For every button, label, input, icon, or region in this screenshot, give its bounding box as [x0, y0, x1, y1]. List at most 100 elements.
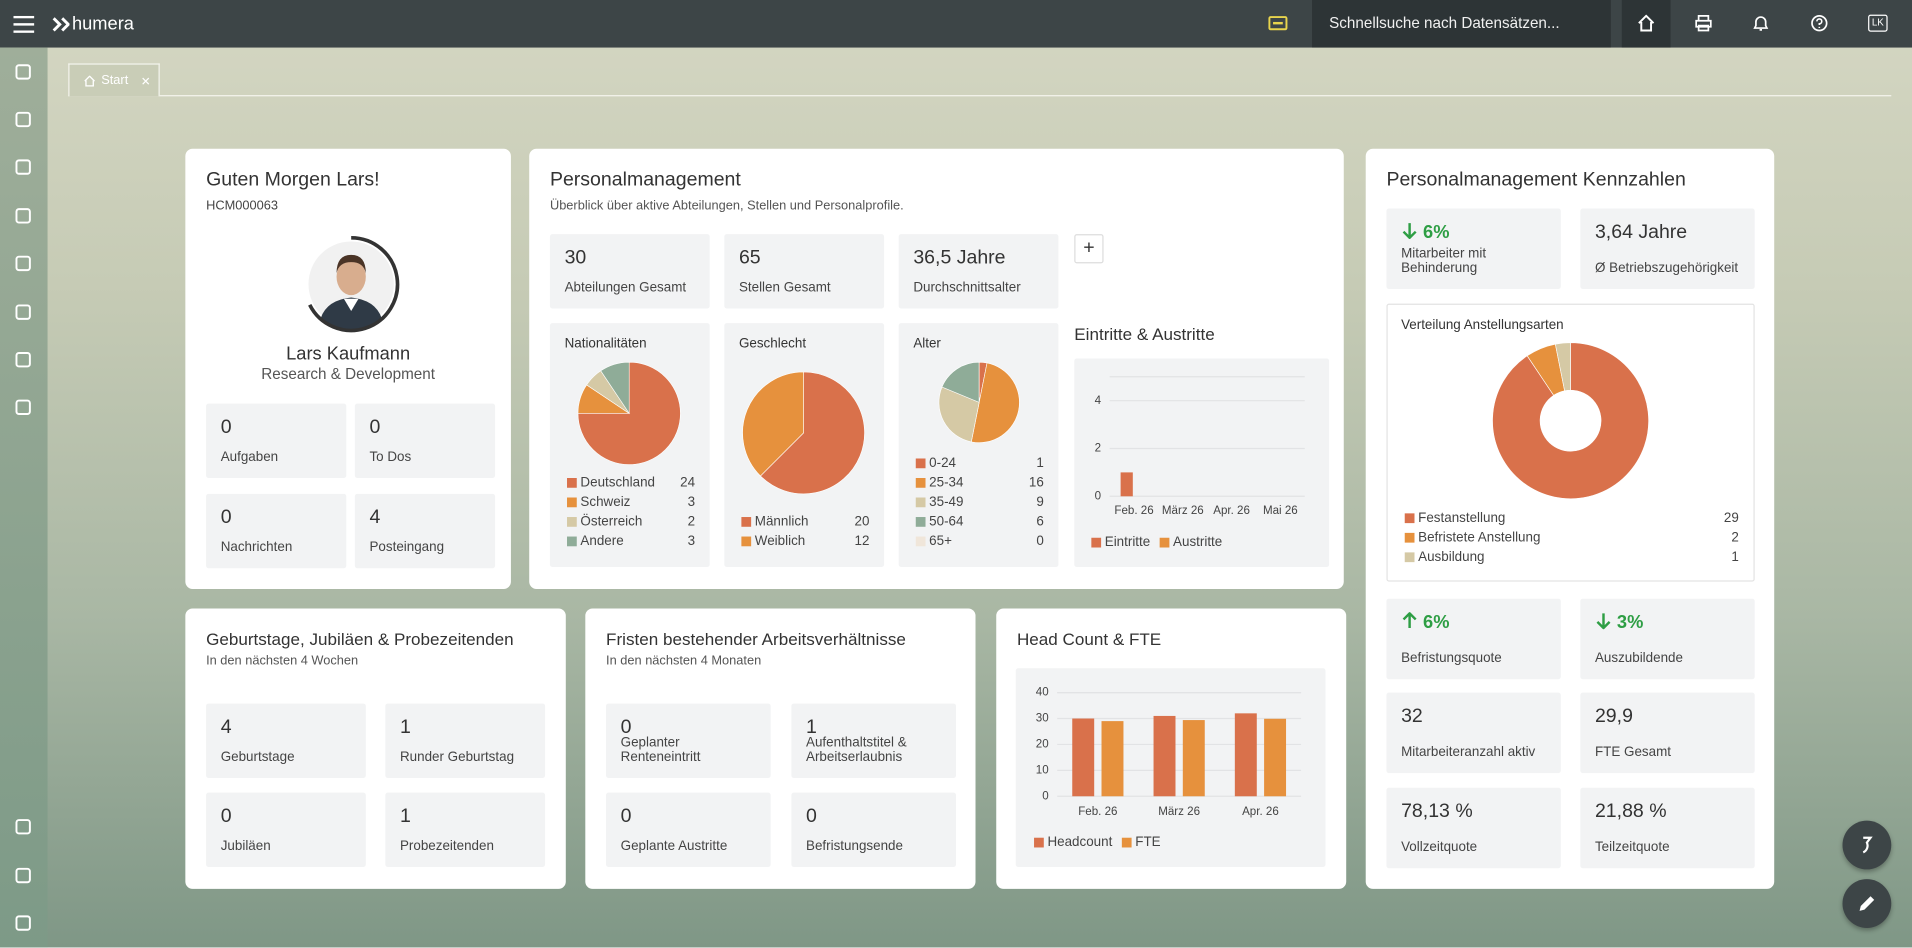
y-tick-label: 10: [1036, 764, 1049, 776]
home-button[interactable]: [1621, 0, 1671, 48]
help-icon[interactable]: [1811, 14, 1828, 32]
brand[interactable]: humera: [71, 13, 134, 35]
tile-value-text: 6%: [1423, 612, 1450, 633]
sidebar-icon[interactable]: [15, 818, 32, 835]
license-icon[interactable]: [1268, 16, 1288, 31]
card-subtitle: In den nächsten 4 Monaten: [606, 653, 762, 669]
tile-value: 4: [369, 507, 381, 528]
legend-swatch: [741, 517, 752, 527]
tile-value: 21,88 %: [1594, 801, 1667, 822]
tab-close[interactable]: [141, 77, 150, 86]
tile-value: 6%: [1401, 611, 1449, 635]
tile-label: Aufenthaltstitel & Arbeitserlaubnis: [806, 735, 907, 765]
bell-icon[interactable]: [1752, 15, 1769, 32]
tile: 0 Aufgaben: [206, 403, 347, 479]
sidebar-icon-shape: [15, 819, 31, 835]
y-tick-label: 4: [1095, 395, 1102, 407]
tile: 30 Abteilungen Gesamt: [549, 234, 710, 309]
menu-line: [13, 23, 35, 26]
card-title: Geburtstage, Jubiläen & Probezeitenden: [206, 629, 514, 649]
tile-label: Posteingang: [369, 540, 445, 555]
tile: 0 Befristungsende: [791, 792, 957, 867]
pie-slice: [1492, 342, 1649, 499]
legend-label: Festanstellung: [1418, 510, 1506, 526]
headcount-card: Head Count & FTE 0 10 20 30 40 Feb. 26 März 26 A…: [996, 608, 1347, 889]
tile-label: Auszubildende: [1594, 651, 1683, 666]
legend-value: 24: [680, 475, 696, 491]
tile-value: 0: [220, 806, 232, 827]
add-button[interactable]: +: [1074, 234, 1104, 264]
chart-title: Nationalitäten: [564, 336, 647, 352]
bar: [1101, 721, 1124, 797]
tile: 21,88 % Teilzeitquote: [1580, 787, 1755, 869]
card-subtitle: In den nächsten 4 Wochen: [206, 653, 359, 669]
pie-slice: [577, 361, 681, 465]
employee-name: Lars Kaufmann: [286, 343, 411, 365]
kpi-card: Personalmanagement Kennzahlen 6% Mitarbeit…: [1365, 148, 1775, 889]
sidebar-icon-shape: [15, 159, 31, 175]
chart-box: Verteilung Anstellungsarten Festanstellun…: [1386, 303, 1755, 582]
sidebar-icon[interactable]: [15, 399, 32, 416]
card-title: Personalmanagement: [549, 169, 741, 191]
tile-value: 3%: [1595, 611, 1643, 635]
edit-button[interactable]: [1842, 879, 1892, 928]
sidebar-icon-shape: [15, 304, 31, 320]
tile-value: 30: [564, 247, 587, 269]
fab-button[interactable]: [1842, 820, 1892, 870]
tile-value: 65: [738, 247, 761, 269]
tab[interactable]: Start: [68, 63, 160, 97]
tile-label: Stellen Gesamt: [738, 280, 831, 296]
sidebar-icon[interactable]: [15, 304, 32, 321]
user-avatar[interactable]: LK: [1868, 14, 1888, 32]
tile-value: 6%: [1401, 221, 1449, 245]
legend-label: Schweiz: [580, 495, 631, 510]
sidebar-icon[interactable]: [15, 207, 32, 224]
pie-slice: [742, 371, 804, 477]
employee-id: HCM000063: [206, 198, 278, 214]
print-icon[interactable]: [1695, 14, 1712, 32]
tile: 0 Nachrichten: [206, 493, 347, 569]
tile-label: FTE Gesamt: [1594, 745, 1671, 760]
tile-label: To Dos: [369, 449, 412, 465]
sidebar-icon-shape: [15, 64, 31, 80]
sidebar-icon[interactable]: [15, 867, 32, 884]
legend-swatch: [1121, 837, 1132, 848]
legend-swatch: [1159, 537, 1170, 548]
tile: 1 Runder Geburtstag: [385, 703, 546, 778]
legend-label: 0-24: [929, 456, 957, 471]
tile-label: Probezeitenden: [399, 838, 494, 854]
legend-swatch: [915, 517, 926, 527]
menu-icon[interactable]: [13, 15, 35, 33]
x-tick-label: Feb. 26: [1078, 806, 1117, 818]
help-shape: [1816, 18, 1823, 29]
sidebar-icon[interactable]: [15, 63, 32, 80]
logo-shape: [52, 17, 70, 32]
fab-icon: [1862, 836, 1873, 854]
bar: [1264, 718, 1287, 797]
tile-value: 0: [220, 417, 232, 438]
sidebar-icon-shape: [15, 208, 31, 224]
sidebar-icon-shape: [15, 352, 31, 368]
legend-swatch: [567, 517, 577, 527]
tile-label: Teilzeitquote: [1594, 840, 1670, 855]
sidebar-icon[interactable]: [15, 159, 32, 176]
legend-label: Männlich: [754, 514, 809, 530]
sidebar-icon[interactable]: [15, 255, 32, 272]
sidebar-icon[interactable]: [15, 111, 32, 128]
x-tick-label: Mai 26: [1263, 505, 1298, 517]
search-box[interactable]: Schnellsuche nach Datensätzen...: [1312, 0, 1611, 48]
tile: 3% Auszubildende: [1580, 598, 1755, 680]
sidebar-icon[interactable]: [15, 351, 32, 368]
chart-box: Alter 0-24 1 25-34 16 35-49 9 50-64 6 65+ 0: [898, 323, 1059, 568]
license-shape: [1273, 21, 1283, 25]
legend-value: 1: [1036, 456, 1044, 471]
legend-swatch: [1404, 552, 1415, 563]
legend-value: 0: [1036, 534, 1044, 549]
pie-slice: [970, 362, 1020, 443]
legend-value: 2: [1731, 530, 1739, 546]
tile: 0 To Dos: [354, 403, 496, 479]
x-tick-label: Apr. 26: [1213, 505, 1250, 517]
sidebar-icon[interactable]: [15, 915, 32, 932]
